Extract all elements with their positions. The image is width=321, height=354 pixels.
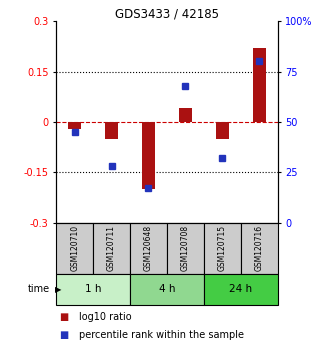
Bar bbox=[93, 223, 130, 274]
Text: GSM120715: GSM120715 bbox=[218, 225, 227, 271]
Bar bbox=[56, 223, 93, 274]
Text: 4 h: 4 h bbox=[159, 284, 175, 294]
Bar bbox=[204, 223, 241, 274]
Text: percentile rank within the sample: percentile rank within the sample bbox=[79, 330, 244, 340]
Text: ■: ■ bbox=[59, 330, 69, 340]
Text: GSM120716: GSM120716 bbox=[255, 225, 264, 271]
Bar bbox=[68, 122, 81, 129]
Text: time: time bbox=[28, 284, 50, 294]
Bar bbox=[130, 274, 204, 305]
Title: GDS3433 / 42185: GDS3433 / 42185 bbox=[115, 7, 219, 20]
Text: 24 h: 24 h bbox=[229, 284, 252, 294]
Bar bbox=[56, 274, 130, 305]
Text: GSM120710: GSM120710 bbox=[70, 225, 79, 271]
Bar bbox=[130, 223, 167, 274]
Text: GSM120648: GSM120648 bbox=[144, 225, 153, 271]
Bar bbox=[216, 122, 229, 139]
Text: ▶: ▶ bbox=[55, 285, 61, 294]
Text: ■: ■ bbox=[59, 312, 69, 322]
Bar bbox=[204, 274, 278, 305]
Text: 1 h: 1 h bbox=[85, 284, 101, 294]
Bar bbox=[167, 223, 204, 274]
Bar bbox=[105, 122, 118, 139]
Bar bbox=[179, 108, 192, 122]
Text: log10 ratio: log10 ratio bbox=[79, 312, 131, 322]
Bar bbox=[253, 48, 266, 122]
Text: GSM120708: GSM120708 bbox=[181, 225, 190, 271]
Bar bbox=[241, 223, 278, 274]
Bar bbox=[142, 122, 155, 189]
Text: GSM120711: GSM120711 bbox=[107, 225, 116, 271]
